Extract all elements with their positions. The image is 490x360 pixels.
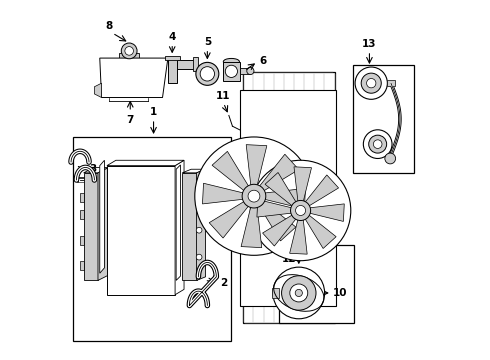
Polygon shape <box>264 188 305 209</box>
Polygon shape <box>309 204 344 221</box>
Text: 4: 4 <box>169 32 176 42</box>
Polygon shape <box>290 219 307 254</box>
Bar <box>120 53 139 58</box>
Polygon shape <box>175 160 184 295</box>
Bar <box>196 198 202 205</box>
Circle shape <box>282 276 316 310</box>
Polygon shape <box>388 80 394 86</box>
Bar <box>353 65 414 173</box>
Circle shape <box>385 153 395 164</box>
Polygon shape <box>100 58 168 98</box>
Bar <box>80 235 84 244</box>
Polygon shape <box>241 206 262 248</box>
Polygon shape <box>176 165 180 280</box>
Bar <box>240 90 337 306</box>
Polygon shape <box>177 60 195 69</box>
Text: 13: 13 <box>362 39 377 49</box>
Bar <box>196 255 202 262</box>
Circle shape <box>196 254 202 260</box>
Circle shape <box>225 65 238 77</box>
Text: 10: 10 <box>333 288 347 298</box>
Text: 7: 7 <box>126 116 134 125</box>
Polygon shape <box>272 288 279 298</box>
Polygon shape <box>98 167 109 280</box>
Bar <box>279 244 354 323</box>
Circle shape <box>250 160 351 261</box>
Bar <box>80 193 84 202</box>
Circle shape <box>367 78 376 88</box>
Polygon shape <box>259 154 299 191</box>
Circle shape <box>364 130 392 158</box>
Bar <box>243 72 335 323</box>
Ellipse shape <box>223 58 240 65</box>
Circle shape <box>200 67 215 81</box>
Circle shape <box>122 43 137 59</box>
Text: 6: 6 <box>259 55 267 66</box>
Polygon shape <box>84 173 98 280</box>
Text: 12: 12 <box>282 253 296 264</box>
Circle shape <box>125 46 133 55</box>
Polygon shape <box>265 172 296 206</box>
Polygon shape <box>212 151 249 191</box>
Polygon shape <box>263 215 296 246</box>
Polygon shape <box>95 83 101 98</box>
Polygon shape <box>182 173 196 280</box>
Circle shape <box>248 190 260 202</box>
Circle shape <box>361 73 381 93</box>
Circle shape <box>247 67 254 75</box>
Text: 8: 8 <box>105 21 112 31</box>
Circle shape <box>290 284 308 302</box>
Polygon shape <box>294 167 312 202</box>
Circle shape <box>368 135 387 153</box>
Bar <box>196 226 202 234</box>
Polygon shape <box>240 68 250 74</box>
Circle shape <box>295 289 302 297</box>
Polygon shape <box>84 167 109 173</box>
Polygon shape <box>257 199 292 217</box>
Circle shape <box>195 137 313 255</box>
Polygon shape <box>196 169 205 280</box>
Polygon shape <box>107 166 175 295</box>
Circle shape <box>273 267 324 319</box>
Polygon shape <box>305 215 336 248</box>
Polygon shape <box>209 201 249 238</box>
Polygon shape <box>100 160 104 273</box>
Polygon shape <box>182 169 205 173</box>
Text: 9: 9 <box>295 242 302 252</box>
Text: 2: 2 <box>220 278 227 288</box>
Polygon shape <box>223 62 240 81</box>
Circle shape <box>291 201 311 221</box>
Circle shape <box>196 62 219 85</box>
Polygon shape <box>305 175 339 206</box>
Circle shape <box>295 206 306 216</box>
Circle shape <box>355 67 388 99</box>
Circle shape <box>373 140 382 148</box>
Bar <box>80 211 84 220</box>
Text: 3: 3 <box>89 164 96 174</box>
Circle shape <box>242 184 266 208</box>
Polygon shape <box>259 201 296 241</box>
Polygon shape <box>202 183 244 204</box>
Circle shape <box>196 227 202 233</box>
Text: 11: 11 <box>216 91 231 101</box>
Text: 5: 5 <box>204 37 211 47</box>
Polygon shape <box>193 57 198 71</box>
Polygon shape <box>168 58 177 83</box>
Text: 1: 1 <box>150 107 157 117</box>
Polygon shape <box>246 145 267 186</box>
Bar <box>80 261 84 270</box>
Bar <box>73 137 231 341</box>
Polygon shape <box>165 56 180 60</box>
Polygon shape <box>107 160 184 166</box>
